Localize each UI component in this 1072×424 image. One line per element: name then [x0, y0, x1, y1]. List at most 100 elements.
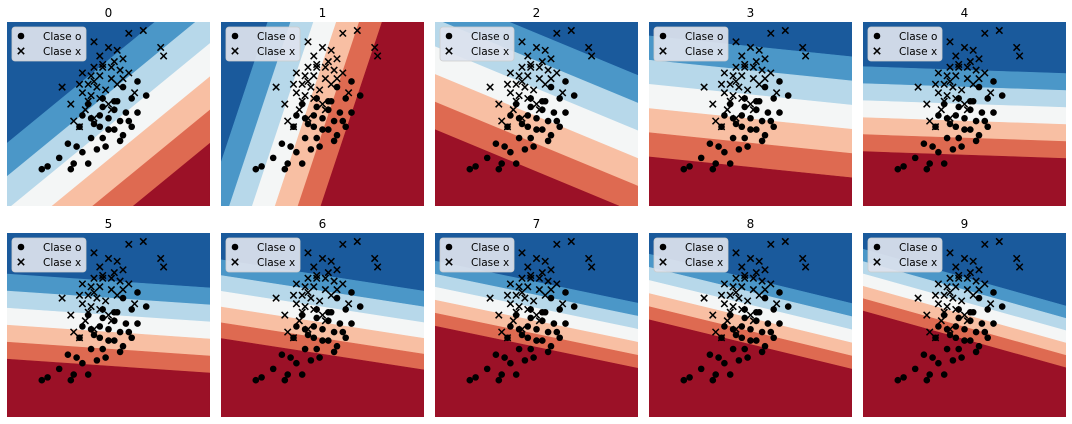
point-o-7	[747, 114, 754, 122]
legend-label: Clase o	[471, 31, 509, 43]
legend-marker-o	[445, 243, 453, 251]
point-o-12	[518, 331, 526, 339]
point-o-38	[287, 143, 294, 150]
point-x-23	[743, 297, 752, 305]
point-x-25	[58, 294, 66, 302]
point-o-38	[501, 354, 508, 361]
point-x-38	[327, 257, 335, 266]
legend-marker-o	[17, 243, 25, 251]
point-x-9	[304, 63, 312, 72]
point-o-32	[327, 308, 335, 316]
point-o-26	[483, 154, 491, 162]
point-x-35	[526, 271, 535, 280]
point-o-31	[923, 165, 931, 173]
legend-label: Clase x	[471, 257, 509, 269]
point-o-18	[753, 337, 760, 344]
point-x-37	[281, 100, 289, 108]
field-band-6	[435, 325, 638, 417]
point-o-14	[333, 342, 341, 350]
point-o-26	[911, 154, 919, 162]
point-o-12	[518, 120, 526, 128]
point-o-1	[761, 294, 769, 302]
point-x-4	[159, 52, 168, 60]
point-x-23	[529, 297, 538, 305]
point-o-27	[512, 371, 520, 378]
point-x-34	[84, 308, 92, 316]
point-x-3	[1012, 254, 1021, 263]
point-x-23	[101, 86, 110, 94]
point-x-32	[503, 123, 512, 131]
point-o-3	[556, 306, 563, 313]
point-o-32	[113, 308, 121, 316]
point-x-22	[735, 83, 743, 91]
point-x-26	[301, 91, 309, 100]
point-x-19	[113, 80, 121, 89]
field-band-4	[51, 76, 210, 206]
point-o-15	[952, 123, 960, 131]
point-x-34	[512, 308, 520, 316]
point-o-30	[252, 165, 260, 173]
point-x-21	[298, 291, 306, 300]
point-x-6	[738, 263, 746, 271]
point-x-29	[509, 106, 518, 114]
point-x-27	[952, 305, 960, 314]
point-x-11	[107, 63, 116, 72]
point-o-30	[680, 376, 688, 384]
point-o-7	[747, 325, 754, 333]
point-x-26	[943, 302, 951, 311]
point-o-13	[342, 123, 350, 131]
point-x-38	[541, 257, 549, 266]
point-o-18	[967, 126, 974, 133]
point-x-22	[93, 83, 101, 91]
point-x-9	[946, 274, 954, 283]
point-o-10	[544, 328, 552, 336]
point-x-17	[107, 74, 116, 83]
point-x-30	[963, 317, 972, 325]
point-o-35	[767, 117, 775, 125]
point-x-7	[538, 268, 547, 277]
point-o-29	[472, 163, 479, 170]
point-o-1	[547, 294, 555, 302]
point-o-0	[348, 289, 355, 296]
point-x-19	[755, 291, 763, 300]
point-o-6	[990, 109, 997, 116]
point-x-18	[333, 285, 341, 294]
point-o-9	[96, 112, 104, 119]
point-x-0	[981, 240, 989, 249]
point-o-36	[533, 126, 540, 133]
point-x-5	[960, 43, 969, 52]
point-x-2	[90, 249, 98, 257]
point-x-36	[558, 89, 567, 97]
point-x-10	[740, 274, 749, 283]
point-o-29	[686, 374, 693, 381]
legend: Clase o Clase x	[11, 26, 87, 62]
point-x-8	[333, 55, 341, 63]
point-o-19	[741, 345, 748, 353]
point-o-25	[293, 148, 300, 156]
legend-label: Clase x	[471, 46, 509, 58]
point-x-17	[107, 285, 116, 294]
point-x-38	[541, 46, 549, 55]
point-o-4	[313, 314, 321, 322]
point-x-1	[353, 26, 362, 35]
legend: Clase o Clase x	[867, 26, 943, 62]
point-x-26	[301, 302, 309, 311]
point-o-9	[310, 112, 318, 119]
point-x-11	[107, 274, 116, 283]
point-x-34	[726, 97, 734, 105]
point-o-6	[990, 320, 997, 327]
subplot-8: 8 Clase o Clase x	[649, 217, 852, 417]
markers	[252, 237, 382, 384]
point-x-30	[535, 317, 544, 325]
point-o-32	[541, 97, 549, 105]
point-x-31	[283, 117, 292, 125]
point-x-29	[937, 317, 946, 325]
point-x-34	[940, 308, 948, 316]
legend-label: Clase o	[899, 242, 937, 254]
point-x-0	[553, 240, 561, 249]
point-o-36	[747, 126, 754, 133]
point-o-35	[981, 117, 989, 125]
point-x-38	[969, 257, 977, 266]
point-o-26	[269, 154, 277, 162]
